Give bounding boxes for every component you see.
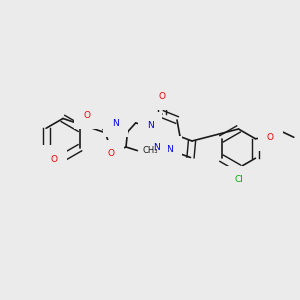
Text: CH₃: CH₃ [143,146,158,155]
Text: N: N [112,119,119,128]
Text: N: N [153,142,159,152]
Text: O: O [158,92,166,101]
Text: O: O [107,149,115,158]
Text: O: O [267,133,274,142]
Text: O: O [50,154,58,164]
Text: O: O [83,111,90,120]
Text: N: N [166,146,173,154]
Text: N: N [147,122,153,130]
Text: Cl: Cl [234,175,243,184]
